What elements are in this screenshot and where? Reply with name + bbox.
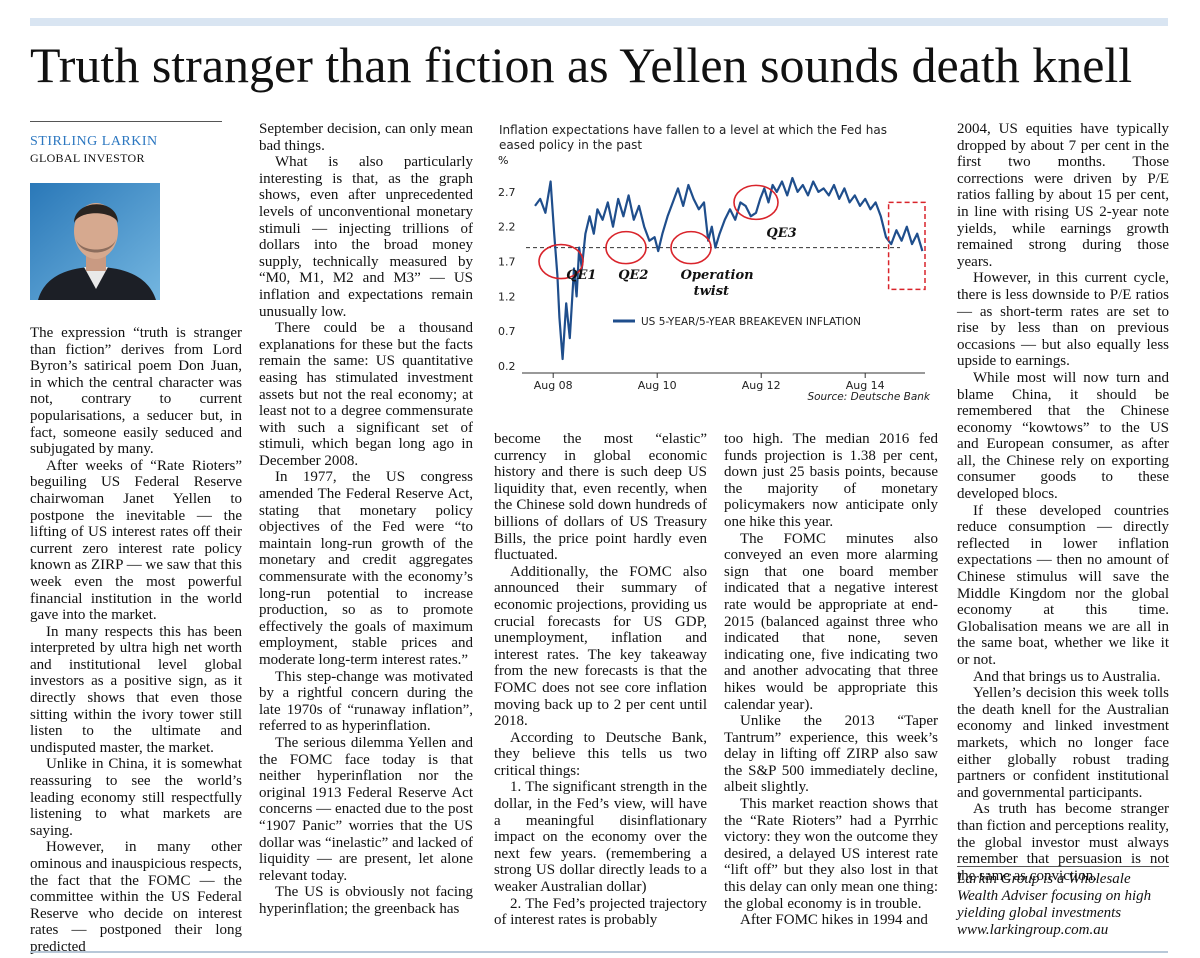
paragraph: The expression “truth is stranger than f… — [30, 325, 242, 458]
paragraph: And that brings us to Australia. — [973, 668, 1161, 685]
y-tick-label: 2.7 — [498, 186, 516, 199]
highlight-circle — [605, 230, 647, 265]
paragraph: If these developed countries reduce cons… — [957, 502, 1169, 668]
paragraph: Yellen’s decision this week tolls the de… — [957, 685, 1169, 801]
author-tagline: Larkin Group is a Wholesale Wealth Advis… — [957, 866, 1169, 939]
paragraph: The serious dilemma Yellen and the FOMC … — [259, 734, 473, 884]
paragraph: As truth has become stranger than fictio… — [957, 801, 1169, 884]
paragraph: In many respects this has been interpret… — [30, 623, 242, 756]
tagline-url: www.larkingroup.com.au — [957, 922, 1109, 938]
portrait-image — [30, 183, 160, 300]
chart-title: Inflation expectations have fallen to a … — [499, 123, 887, 152]
paragraph: Unlike in China, it is somewhat reassuri… — [30, 756, 242, 839]
byline: STIRLING LARKIN GLOBAL INVESTOR — [30, 121, 222, 166]
paragraph: However, in many other ominous and inaus… — [30, 839, 242, 955]
paragraph: 2. The Fed’s projected trajectory of int… — [494, 895, 707, 929]
paragraph: This step-change was motivated by a righ… — [259, 668, 473, 735]
column-3: become the most “elastic” currency in gl… — [494, 431, 707, 929]
tagline-line: Wealth Adviser focusing on high — [957, 888, 1152, 904]
paragraph: However, in this current cycle, there is… — [957, 270, 1169, 370]
paragraph: Additionally, the FOMC also announced th… — [494, 563, 707, 730]
paragraph: 2004, US equities have typically dropped… — [957, 121, 1169, 270]
chart-annotation: Operation — [681, 268, 754, 283]
column-5: 2004, US equities have typically dropped… — [957, 121, 1169, 884]
paragraph: September decision, can only mean bad th… — [259, 121, 473, 154]
chart-annotation: twist — [694, 284, 729, 299]
column-4: too high. The median 2016 fed funds proj… — [724, 431, 938, 929]
top-rule — [30, 18, 1168, 26]
legend-label: US 5-YEAR/5-YEAR BREAKEVEN INFLATION — [641, 316, 861, 328]
paragraph: become the most “elastic” currency in gl… — [494, 431, 707, 564]
chart-source: Source: Deutsche Bank — [807, 391, 930, 403]
y-tick-label: 0.7 — [498, 325, 516, 338]
paragraph: Unlike the 2013 “Taper Tantrum” experien… — [724, 713, 938, 796]
paragraph: While most will now turn and blame China… — [957, 369, 1169, 503]
column-1: The expression “truth is stranger than f… — [30, 325, 242, 956]
tagline-line: Larkin Group is a Wholesale — [957, 871, 1131, 887]
inflation-chart: 2.7 2.2 1.7 1.2 0.7 0.2 Aug 08 Aug 10 Aug 12 Aug … — [495, 121, 940, 415]
paragraph: This market reaction shows that the “Rat… — [724, 796, 938, 912]
paragraph: After FOMC hikes in 1994 and — [740, 912, 928, 929]
tagline-line: yielding global investments — [957, 905, 1122, 921]
author-portrait — [30, 183, 160, 300]
y-tick-label: 1.7 — [498, 256, 516, 269]
highlight-circle — [670, 230, 712, 265]
chart-annotation: QE1 — [566, 268, 596, 283]
author-name: STIRLING LARKIN — [30, 134, 158, 149]
chart-unit: % — [498, 154, 509, 167]
paragraph: In 1977, the US congress amended The Fed… — [259, 469, 473, 668]
x-tick-label: Aug 14 — [846, 379, 885, 392]
paragraph: The FOMC minutes also conveyed an even m… — [724, 530, 938, 713]
highlight-circle — [538, 243, 584, 280]
y-tick-label: 2.2 — [498, 221, 516, 234]
paragraph: too high. The median 2016 fed funds proj… — [724, 431, 938, 530]
paragraph: According to Deutsche Bank, they believe… — [494, 729, 707, 779]
x-tick-label: Aug 08 — [534, 379, 573, 392]
chart-annotation: QE3 — [766, 226, 796, 241]
highlight-box — [887, 201, 926, 291]
x-tick-label: Aug 10 — [638, 379, 677, 392]
paragraph: What is also particularly interesting is… — [259, 154, 473, 320]
paragraph: There could be a thousand explanations f… — [259, 320, 473, 469]
chart-canvas: 2.7 2.2 1.7 1.2 0.7 0.2 Aug 08 Aug 10 Aug 12 Aug … — [498, 176, 931, 403]
paragraph: After weeks of “Rate Rioters” beguiling … — [30, 457, 242, 624]
headline: Truth stranger than fiction as Yellen so… — [30, 37, 1133, 93]
column-2: September decision, can only mean bad th… — [259, 121, 473, 918]
series-line — [534, 176, 924, 361]
y-tick-label: 0.2 — [498, 360, 516, 373]
paragraph: 1. The significant strength in the dolla… — [494, 779, 707, 896]
chart-annotation: QE2 — [618, 268, 648, 283]
highlight-circle — [733, 184, 779, 221]
paragraph: The US is obviously not facing hyperinfl… — [259, 884, 473, 917]
author-role: GLOBAL INVESTOR — [30, 151, 145, 165]
bottom-rule — [30, 951, 1168, 953]
x-tick-label: Aug 12 — [742, 379, 781, 392]
y-tick-label: 1.2 — [498, 290, 516, 303]
